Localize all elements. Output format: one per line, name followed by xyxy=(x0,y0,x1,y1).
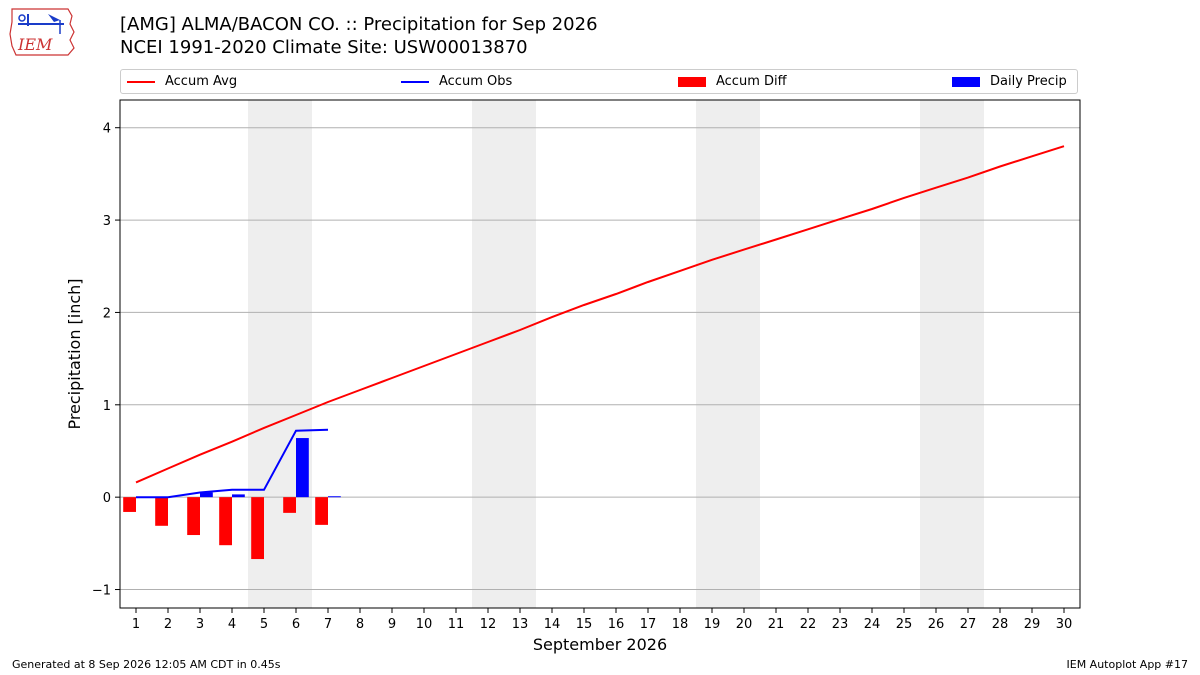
legend-label-accum-obs: Accum Obs xyxy=(439,74,513,89)
x-tick-label: 18 xyxy=(672,617,689,632)
x-tick-label: 8 xyxy=(356,617,364,632)
svg-text:IEM: IEM xyxy=(17,35,53,54)
daily-precip-bar xyxy=(232,494,245,498)
weekend-band xyxy=(920,100,984,608)
legend-swatch-accum-diff xyxy=(678,76,706,87)
x-axis-label: September 2026 xyxy=(533,635,667,654)
x-tick-label: 9 xyxy=(388,617,396,632)
y-tick-label: 1 xyxy=(103,399,111,414)
x-tick-label: 3 xyxy=(196,617,204,632)
legend-label-accum-avg: Accum Avg xyxy=(165,74,238,89)
x-tick-label: 19 xyxy=(704,617,721,632)
x-tick-label: 5 xyxy=(260,617,268,632)
y-tick-label: −1 xyxy=(92,584,111,599)
legend-item-accum-avg: Accum Avg xyxy=(127,74,237,90)
x-tick-label: 7 xyxy=(324,617,332,632)
legend-swatch-daily-precip xyxy=(952,76,980,87)
legend-item-accum-diff: Accum Diff xyxy=(678,74,787,90)
x-tick-label: 2 xyxy=(164,617,172,632)
x-tick-label: 16 xyxy=(608,617,625,632)
chart-title-line1: [AMG] ALMA/BACON CO. :: Precipitation fo… xyxy=(120,14,598,35)
legend-swatch-accum-obs xyxy=(401,80,429,83)
x-tick-label: 10 xyxy=(416,617,433,632)
x-tick-label: 13 xyxy=(512,617,529,632)
y-axis-label: Precipitation [inch] xyxy=(65,278,84,429)
x-tick-label: 26 xyxy=(928,617,945,632)
iem-logo: IEM xyxy=(8,6,80,58)
x-tick-label: 21 xyxy=(768,617,785,632)
legend-label-daily-precip: Daily Precip xyxy=(990,74,1067,89)
accum-avg-line xyxy=(135,145,1065,484)
legend-label-accum-diff: Accum Diff xyxy=(716,74,787,89)
legend-swatch-accum-avg xyxy=(127,80,155,83)
x-tick-label: 1 xyxy=(132,617,140,632)
x-tick-label: 24 xyxy=(864,617,881,632)
x-tick-label: 29 xyxy=(1024,617,1041,632)
accum-diff-bar xyxy=(315,497,328,525)
x-tick-label: 6 xyxy=(292,617,300,632)
legend-item-accum-obs: Accum Obs xyxy=(401,74,512,90)
x-tick-label: 30 xyxy=(1056,617,1073,632)
x-tick-label: 23 xyxy=(832,617,849,632)
x-tick-label: 11 xyxy=(448,617,465,632)
x-tick-label: 14 xyxy=(544,617,561,632)
footer-app: IEM Autoplot App #17 xyxy=(1066,658,1189,671)
accum-obs-line xyxy=(136,428,329,499)
chart-title: [AMG] ALMA/BACON CO. :: Precipitation fo… xyxy=(120,13,598,59)
legend: Accum Avg Accum Obs Accum Diff Daily Pre… xyxy=(120,69,1078,94)
x-tick-label: 22 xyxy=(800,617,817,632)
accum-diff-bar xyxy=(251,497,264,560)
x-tick-label: 17 xyxy=(640,617,657,632)
accum-diff-bar xyxy=(219,497,232,546)
weekend-band xyxy=(472,100,536,608)
daily-precip-bar xyxy=(296,438,309,498)
x-tick-label: 15 xyxy=(576,617,593,632)
weekend-band xyxy=(696,100,760,608)
daily-precip-bar xyxy=(328,496,341,498)
accum-diff-bar xyxy=(123,497,136,512)
y-tick-label: 0 xyxy=(103,491,111,506)
x-tick-label: 20 xyxy=(736,617,753,632)
chart-title-line2: NCEI 1991-2020 Climate Site: USW00013870 xyxy=(120,37,528,58)
x-tick-label: 27 xyxy=(960,617,977,632)
legend-item-daily-precip: Daily Precip xyxy=(952,74,1067,90)
footer-generated: Generated at 8 Sep 2026 12:05 AM CDT in … xyxy=(12,658,281,671)
accum-diff-bar xyxy=(283,497,296,513)
y-tick-label: 4 xyxy=(103,122,111,137)
x-tick-label: 12 xyxy=(480,617,497,632)
accum-diff-bar xyxy=(187,497,200,536)
daily-precip-bar xyxy=(200,492,213,498)
y-tick-label: 3 xyxy=(103,214,111,229)
plot-frame xyxy=(119,99,1081,609)
y-tick-label: 2 xyxy=(103,306,111,321)
accum-diff-bar xyxy=(155,497,168,526)
x-tick-label: 28 xyxy=(992,617,1009,632)
x-tick-label: 25 xyxy=(896,617,913,632)
x-tick-label: 4 xyxy=(228,617,236,632)
